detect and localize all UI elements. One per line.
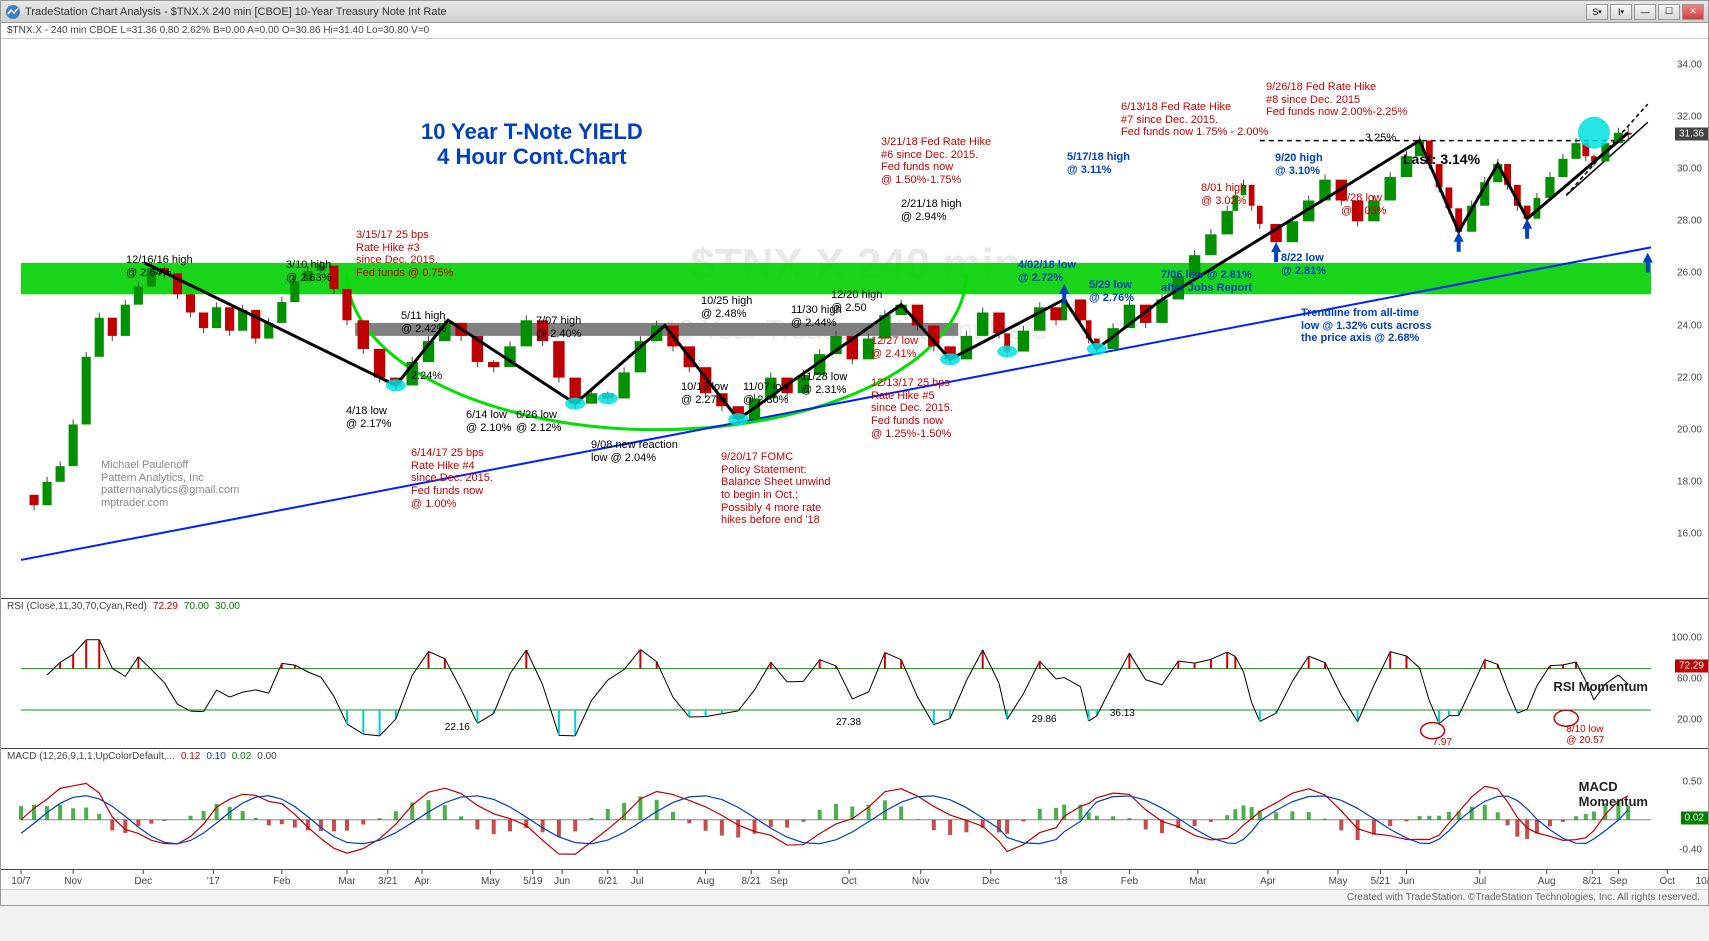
- i-button[interactable]: I▾: [1610, 4, 1632, 20]
- svg-text:Sep: Sep: [1610, 876, 1628, 887]
- close-button[interactable]: ✕: [1682, 4, 1704, 20]
- price-tick: 22.00: [1677, 372, 1702, 383]
- svg-text:Apr: Apr: [414, 876, 430, 887]
- macd-last-box: 0.02: [1681, 812, 1708, 825]
- statusbar: $TNX.X - 240 min CBOE L=31.36 0.80 2.62%…: [1, 23, 1708, 39]
- svg-text:Feb: Feb: [273, 876, 291, 887]
- macd-header: MACD (12,26,9,1,1,UpColorDefault,...0.12…: [7, 751, 283, 762]
- minimize-button[interactable]: —: [1634, 4, 1656, 20]
- s-button[interactable]: S▾: [1586, 4, 1608, 20]
- svg-text:May: May: [481, 876, 500, 887]
- svg-text:5/19: 5/19: [523, 876, 543, 887]
- svg-text:5/21: 5/21: [1371, 876, 1391, 887]
- svg-text:Nov: Nov: [64, 876, 82, 887]
- svg-text:Jun: Jun: [554, 876, 570, 887]
- svg-text:Jul: Jul: [1473, 876, 1486, 887]
- price-tick: 32.00: [1677, 112, 1702, 123]
- svg-text:8/21: 8/21: [742, 876, 762, 887]
- svg-text:Dec: Dec: [982, 876, 1000, 887]
- svg-text:'18: '18: [1054, 876, 1067, 887]
- svg-text:'17: '17: [207, 876, 220, 887]
- titlebar: TradeStation Chart Analysis - $TNX.X 240…: [1, 1, 1708, 23]
- price-tick: 26.00: [1677, 268, 1702, 279]
- price-tick: 34.00: [1677, 60, 1702, 71]
- macd-title: MACD Momentum: [1579, 779, 1648, 809]
- window-title: TradeStation Chart Analysis - $TNX.X 240…: [25, 6, 1586, 18]
- svg-text:Jun: Jun: [1398, 876, 1414, 887]
- rsi-header: RSI (Close,11,30,70,Cyan,Red)72.2970.003…: [7, 601, 246, 612]
- maximize-button[interactable]: ☐: [1658, 4, 1680, 20]
- svg-text:Oct: Oct: [1660, 876, 1676, 887]
- price-tick: 30.00: [1677, 164, 1702, 175]
- rsi-last-box: 72.29: [1675, 660, 1708, 673]
- svg-text:Mar: Mar: [338, 876, 356, 887]
- svg-text:Oct: Oct: [841, 876, 857, 887]
- price-tick: 18.00: [1677, 476, 1702, 487]
- price-tick: 20.00: [1677, 424, 1702, 435]
- svg-text:10/7: 10/7: [11, 876, 31, 887]
- app-window: TradeStation Chart Analysis - $TNX.X 240…: [0, 0, 1709, 906]
- app-icon: [5, 4, 21, 20]
- last-price-box: 31.36: [1675, 127, 1708, 140]
- date-axis: 10/7 Nov Dec '17 Feb Mar 3/21 Apr May 5/19 Jun 6/21…: [1, 869, 1708, 889]
- content: $TNX.X 240 min10 Year Treasury Note Int …: [1, 39, 1708, 889]
- svg-text:May: May: [1329, 876, 1348, 887]
- svg-text:Jul: Jul: [631, 876, 644, 887]
- svg-text:Mar: Mar: [1189, 876, 1207, 887]
- price-tick: 16.00: [1677, 528, 1702, 539]
- rsi-panel[interactable]: RSI (Close,11,30,70,Cyan,Red)72.2970.003…: [1, 599, 1708, 749]
- price-tick: 28.00: [1677, 216, 1702, 227]
- svg-text:Dec: Dec: [134, 876, 152, 887]
- svg-text:8/21: 8/21: [1583, 876, 1603, 887]
- svg-text:Feb: Feb: [1121, 876, 1139, 887]
- footer: Created with TradeStation. ©TradeStation…: [1, 889, 1708, 905]
- svg-text:Aug: Aug: [1538, 876, 1556, 887]
- main-chart[interactable]: $TNX.X 240 min10 Year Treasury Note Int …: [1, 39, 1708, 599]
- svg-text:Aug: Aug: [697, 876, 715, 887]
- rsi-title: RSI Momentum: [1553, 679, 1648, 694]
- svg-text:3/21: 3/21: [378, 876, 398, 887]
- macd-panel[interactable]: MACD (12,26,9,1,1,UpColorDefault,...0.12…: [1, 749, 1708, 869]
- svg-text:Nov: Nov: [912, 876, 930, 887]
- svg-text:Apr: Apr: [1260, 876, 1276, 887]
- svg-text:6/21: 6/21: [598, 876, 618, 887]
- price-tick: 24.00: [1677, 320, 1702, 331]
- svg-text:10/12: 10/12: [1696, 876, 1709, 887]
- svg-text:Sep: Sep: [770, 876, 788, 887]
